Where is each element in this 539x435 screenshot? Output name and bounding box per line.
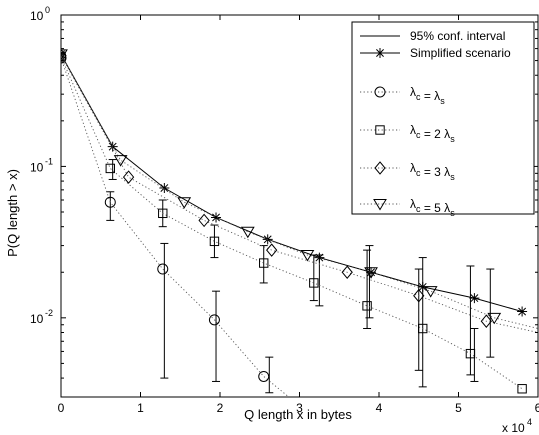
conf-interval-bar xyxy=(212,290,221,382)
conf-interval-bar xyxy=(418,257,427,388)
data-point-triangle-down xyxy=(240,226,255,239)
series-square xyxy=(61,52,527,394)
x-multiplier-base: x 10 xyxy=(502,421,525,435)
conf-interval-bar xyxy=(108,159,117,180)
legend-marker-triangle-down xyxy=(373,199,387,211)
data-point-triangle-down xyxy=(113,155,128,167)
data-point-triangle-down xyxy=(423,286,438,298)
data-point-square xyxy=(158,208,168,219)
series-circle xyxy=(61,52,290,397)
legend-box xyxy=(351,21,535,215)
x-tick-label: 4 xyxy=(376,401,383,415)
legend-marker-circle xyxy=(374,86,386,98)
y-tick-label: 10 xyxy=(30,312,44,326)
conf-interval-bar xyxy=(309,254,318,302)
data-point-star xyxy=(314,252,325,263)
data-point-square xyxy=(517,384,527,394)
data-point-triangle-down xyxy=(487,312,502,325)
conf-interval-bar xyxy=(160,242,169,379)
data-point-star xyxy=(417,281,428,292)
data-point-square xyxy=(418,323,428,334)
legend-label-triangle-down: λc = 5 λs xyxy=(410,197,455,218)
conf-interval-bar xyxy=(365,245,374,319)
data-point-circle xyxy=(258,370,270,382)
y-tick-label-exponent: 0 xyxy=(45,5,50,15)
legend-label-conf: 95% conf. interval xyxy=(410,29,505,43)
series-line-triangle-down xyxy=(61,54,538,329)
legend-marker-star xyxy=(375,48,385,58)
series-line-diamond xyxy=(61,55,538,333)
data-point-circle xyxy=(104,196,116,208)
conf-interval-bar xyxy=(210,224,219,259)
legend-label-simplified: Simplified scenario xyxy=(410,46,511,60)
data-point-star xyxy=(107,141,118,152)
plot-area xyxy=(61,48,538,397)
conf-interval-bar xyxy=(106,191,115,221)
data-point-diamond xyxy=(198,213,210,228)
x-tick-label: 6 xyxy=(535,401,539,415)
series-triangle-down xyxy=(61,49,538,329)
x-tick-label: 5 xyxy=(455,401,462,415)
y-axis-label: P(Q length > x) xyxy=(5,169,20,257)
data-point-diamond xyxy=(413,288,425,303)
y-tick-label-exponent: -1 xyxy=(45,156,53,166)
conf-interval-bar xyxy=(466,265,475,376)
data-point-circle xyxy=(61,52,67,64)
x-tick-label: 1 xyxy=(137,401,144,415)
conf-interval-bar xyxy=(414,268,423,371)
data-point-square xyxy=(209,236,220,247)
x-multiplier-exponent: 4 xyxy=(527,417,532,427)
legend: 95% conf. interval Simplified scenario λc … xyxy=(351,21,535,218)
conf-interval-bar xyxy=(265,356,274,394)
x-multiplier-label: x 10 4 xyxy=(502,417,532,435)
series-line-circle xyxy=(61,57,290,397)
data-point-square xyxy=(465,348,476,359)
y-tick-label-exponent: -2 xyxy=(45,308,53,318)
data-point-circle xyxy=(208,314,220,326)
x-tick-label: 3 xyxy=(296,401,303,415)
data-point-star xyxy=(366,267,377,278)
data-point-star xyxy=(211,212,222,223)
data-point-square xyxy=(105,163,115,174)
data-point-circle xyxy=(157,263,169,275)
data-point-triangle-down xyxy=(364,267,378,279)
data-point-triangle-down xyxy=(177,197,192,209)
y-tick-label: 10 xyxy=(30,160,44,174)
legend-label-square: λc = 2 λs xyxy=(410,123,455,144)
legend-marker-diamond xyxy=(374,161,386,175)
x-tick-label: 2 xyxy=(217,401,224,415)
data-point-square xyxy=(362,301,372,311)
y-tick-label: 10 xyxy=(30,9,44,23)
data-point-star xyxy=(517,306,528,317)
legend-label-circle: λc = λs xyxy=(410,85,445,106)
data-point-diamond xyxy=(480,314,492,328)
data-point-star xyxy=(159,183,170,194)
data-point-diamond xyxy=(266,243,278,257)
data-point-diamond xyxy=(122,170,135,184)
data-point-star xyxy=(469,293,480,304)
data-point-diamond xyxy=(341,265,353,280)
data-point-square xyxy=(259,258,269,268)
legend-marker-square xyxy=(375,125,385,135)
legend-label-diamond: λc = 3 λs xyxy=(410,161,455,182)
data-point-triangle-down xyxy=(300,249,315,262)
x-axis-label: Q length x in bytes xyxy=(244,407,352,422)
conf-interval-bar xyxy=(315,254,324,307)
data-point-square xyxy=(309,278,319,288)
series-line-star xyxy=(61,54,523,313)
x-tick-label: 0 xyxy=(58,401,65,415)
data-point-triangle-down xyxy=(61,49,68,61)
